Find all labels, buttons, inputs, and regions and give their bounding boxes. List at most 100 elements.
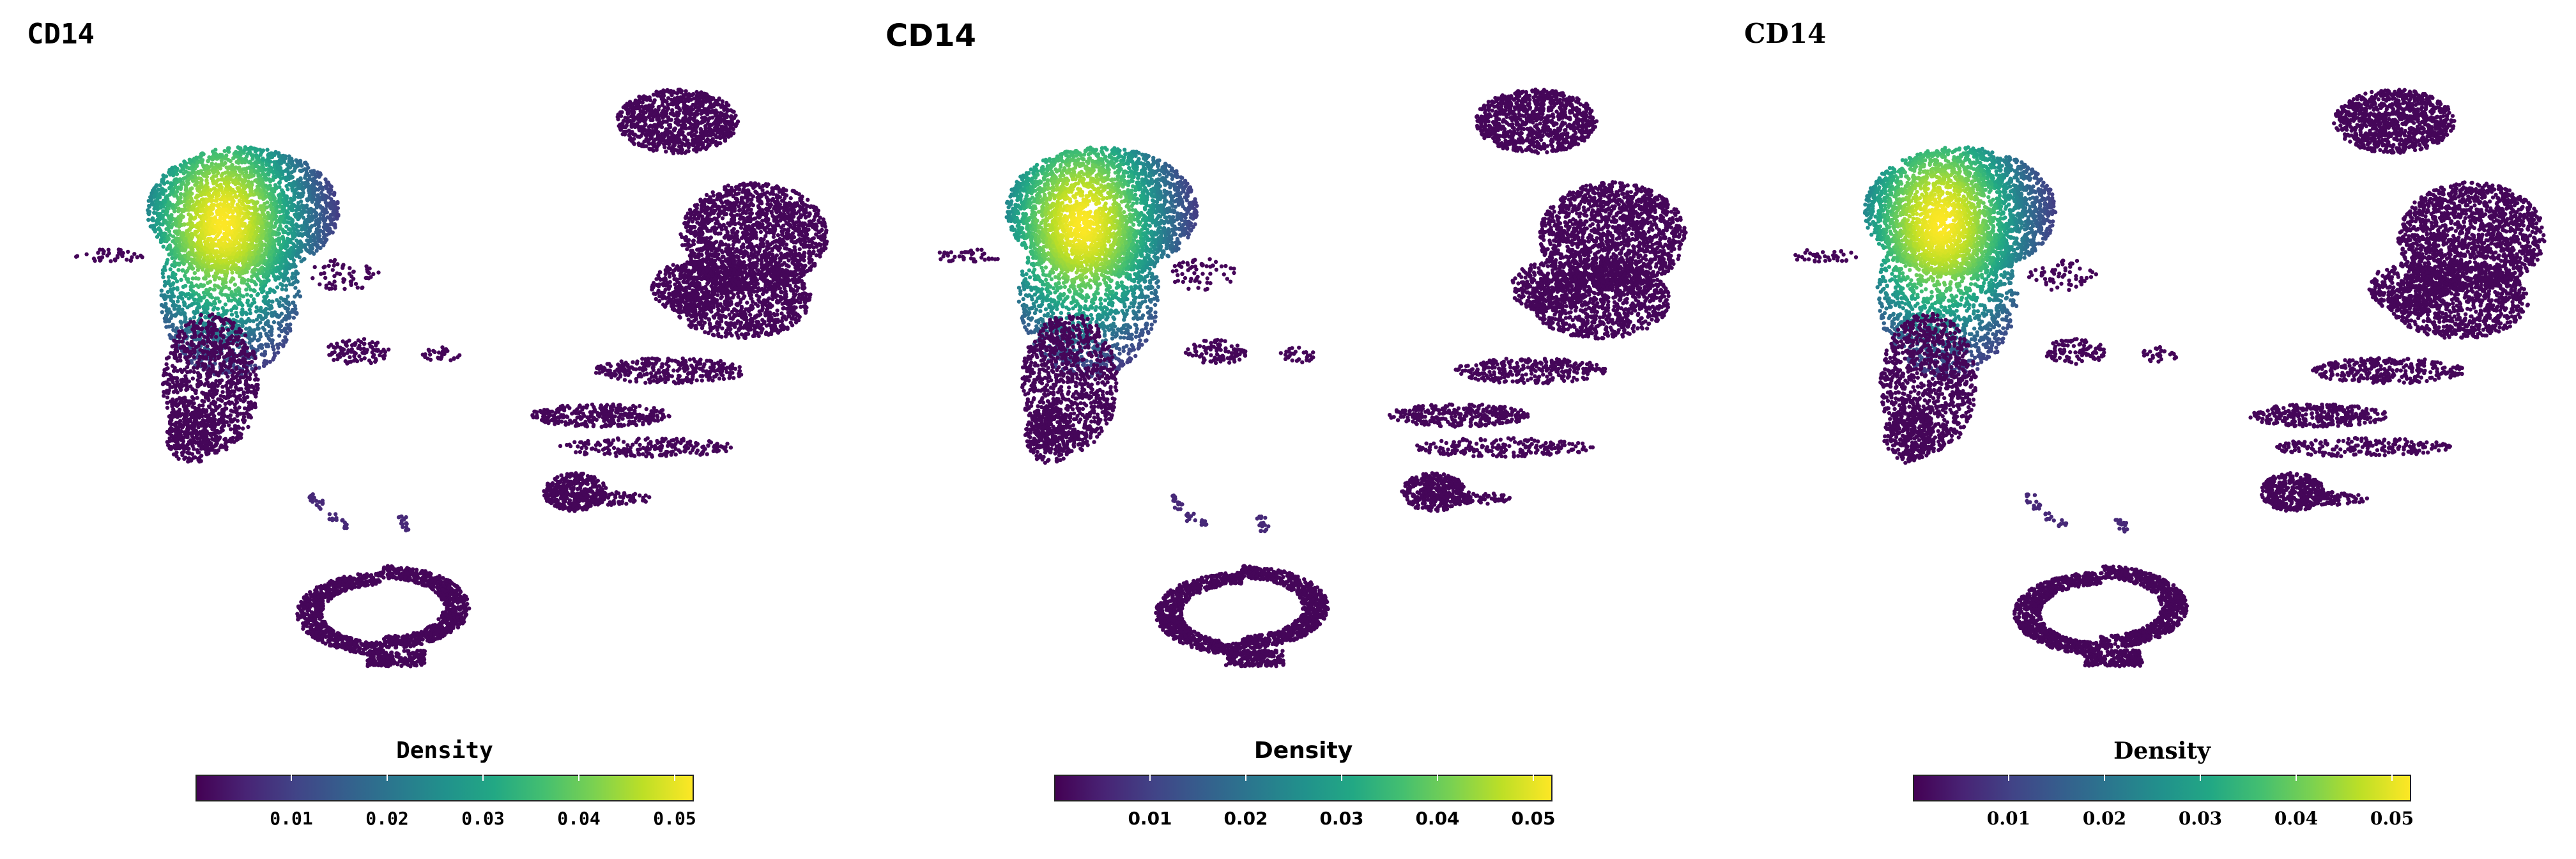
data-point [186,361,191,366]
data-point [202,356,206,360]
data-point [207,155,211,160]
data-point [206,383,211,389]
data-point [187,379,192,383]
data-point [183,244,187,249]
data-point [277,334,282,338]
data-point [291,236,295,241]
data-point [307,210,311,215]
data-point [163,279,167,284]
data-point [271,171,276,175]
data-point [210,369,215,374]
data-point [293,275,298,280]
data-point [196,425,201,430]
data-point [314,219,319,224]
data-point [221,417,226,422]
panel-title: CD14 [27,18,95,50]
data-point [176,209,181,213]
data-point [188,369,192,374]
data-point [226,251,230,256]
data-point [208,252,213,257]
data-point [166,377,171,382]
data-point [165,258,170,262]
data-point [219,173,224,178]
data-point [182,222,187,227]
data-point [193,297,197,302]
data-point [220,368,225,373]
data-point [317,174,321,179]
data-point [252,205,257,210]
data-point [226,202,231,207]
data-point [220,177,226,182]
data-point [236,145,240,150]
data-point [218,254,224,259]
data-point [195,160,200,165]
data-point [204,166,209,171]
data-point [160,310,164,314]
data-point [243,333,248,337]
data-point [154,189,158,194]
data-point [234,311,238,315]
data-point [171,376,175,381]
data-point [171,239,175,244]
data-point [264,359,269,364]
data-point [171,234,176,239]
data-point [331,213,335,217]
data-point [264,205,270,210]
data-point [325,233,329,237]
data-point [266,278,271,282]
data-point [256,272,260,277]
data-point [154,183,159,187]
data-point [280,319,284,323]
data-point [178,222,182,226]
data-point [257,196,262,200]
data-point [150,190,154,196]
data-point [271,288,275,293]
data-point [233,402,237,407]
data-point [264,271,268,275]
data-point [218,430,223,434]
data-point [286,231,291,236]
data-point [189,196,194,201]
data-point [178,346,183,350]
data-point [160,293,165,298]
data-point [304,247,309,252]
data-point [165,389,169,393]
data-point [261,197,266,201]
data-point [199,332,204,337]
data-point [280,283,285,288]
data-point [274,269,279,274]
data-point [199,247,203,252]
data-point [247,183,252,189]
data-point [213,296,218,301]
data-point [206,260,210,265]
data-point [272,355,276,360]
data-point [254,243,258,248]
data-point [241,198,246,203]
data-point [183,374,188,378]
data-point [298,177,303,182]
data-point [240,194,245,199]
data-point [270,250,274,254]
data-point [248,159,252,164]
data-point [161,275,165,279]
data-point [167,243,172,247]
data-point [252,297,256,302]
data-point [162,371,167,375]
data-point [212,287,217,291]
data-point [229,267,234,272]
data-point [248,311,253,316]
data-point [236,337,240,342]
data-point [274,313,279,318]
data-point [170,188,174,192]
data-point [222,321,226,326]
data-point [229,229,233,234]
data-point [197,240,202,245]
data-point [187,322,191,327]
data-point [195,268,200,272]
data-point [270,264,275,269]
data-point [270,299,275,304]
data-point [200,414,204,419]
data-point [203,215,208,220]
data-point [177,339,181,344]
data-point [244,287,249,292]
